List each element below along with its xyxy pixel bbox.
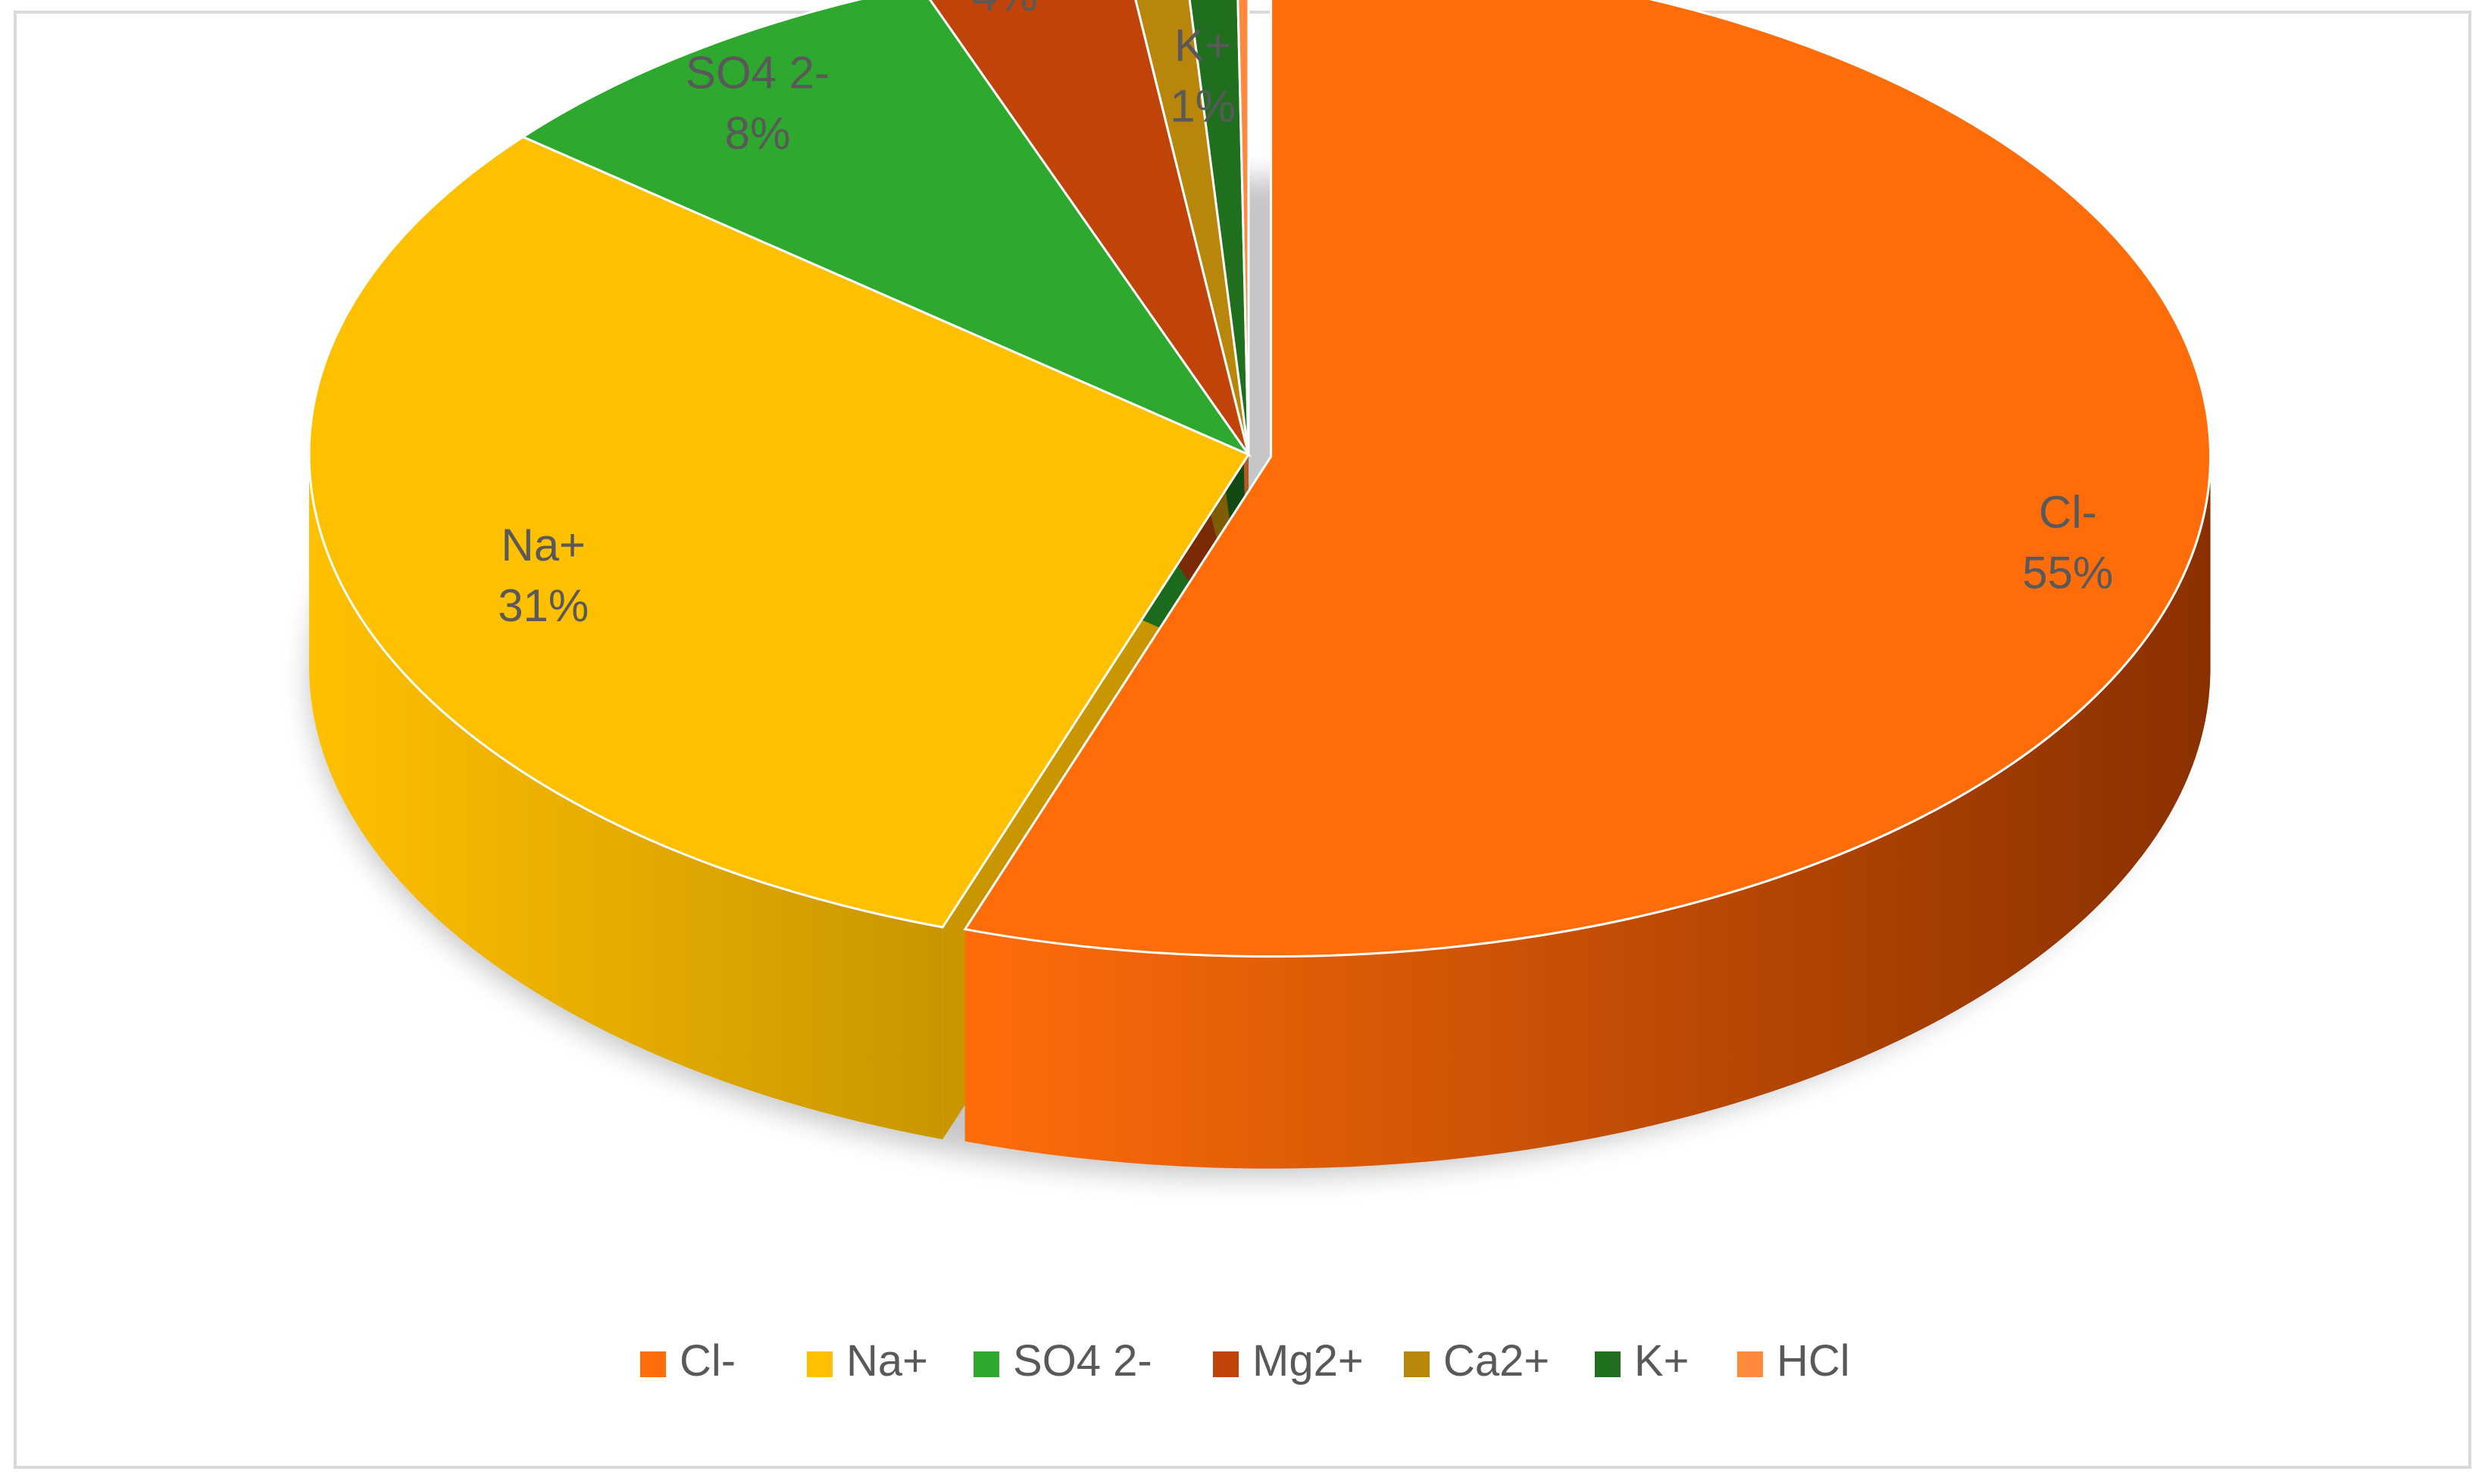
legend-swatch-cl [640, 1351, 666, 1377]
legend-item-mg2: Mg2+ [1213, 1336, 1364, 1386]
legend-label-mg2: Mg2+ [1252, 1336, 1364, 1386]
legend-label-so4-2: SO4 2- [1013, 1336, 1152, 1386]
slices-layer [308, 0, 2212, 1177]
slice-ca2[interactable] [1126, 0, 1250, 455]
slice-na[interactable] [308, 136, 1251, 929]
legend-label-na: Na+ [846, 1336, 928, 1386]
legend-swatch-hcl [1737, 1351, 1763, 1377]
legend-item-na: Na+ [807, 1336, 928, 1386]
data-label-so4-2: SO4 2-8% [686, 47, 830, 158]
labels-layer: Cl-55%Na+31%SO4 2-8%Mg2+4%Ca2+1%K+1%HCl0… [498, 0, 2113, 631]
data-label-na: Na+ 31% [498, 520, 589, 631]
legend-item-k: K+ [1595, 1336, 1689, 1386]
legend-label-k: K+ [1634, 1336, 1689, 1386]
slice-so4-2[interactable] [520, 0, 1252, 458]
legend-item-cl: Cl- [640, 1336, 736, 1386]
legend-item-so4-2: SO4 2- [974, 1336, 1152, 1386]
legend-swatch-mg2 [1213, 1351, 1239, 1377]
data-label-mg2: Mg2+4% [947, 0, 1062, 20]
slice-hcl[interactable] [1236, 0, 1250, 455]
slice-k[interactable] [1184, 0, 1250, 455]
legend-label-hcl: HCl [1777, 1336, 1850, 1386]
legend-label-ca2: Ca2+ [1443, 1336, 1549, 1386]
legend: Cl- Na+ SO4 2- Mg2+ Ca2+ K+ HCl [640, 1336, 1850, 1386]
data-label-cl: Cl-55% [2022, 486, 2113, 598]
legend-swatch-ca2 [1404, 1351, 1430, 1377]
data-label-k: K+ 1% [1170, 20, 1236, 132]
slice-mg2[interactable] [920, 0, 1250, 455]
legend-label-cl: Cl- [680, 1336, 736, 1386]
slice-side-cl [964, 456, 2211, 1169]
slice-side-na [309, 455, 943, 1140]
legend-item-ca2: Ca2+ [1404, 1336, 1549, 1386]
legend-swatch-so4-2 [974, 1351, 999, 1377]
legend-swatch-na [807, 1351, 833, 1377]
legend-swatch-k [1595, 1351, 1621, 1377]
legend-item-hcl: HCl [1737, 1336, 1850, 1386]
slice-cl[interactable] [963, 0, 2212, 958]
